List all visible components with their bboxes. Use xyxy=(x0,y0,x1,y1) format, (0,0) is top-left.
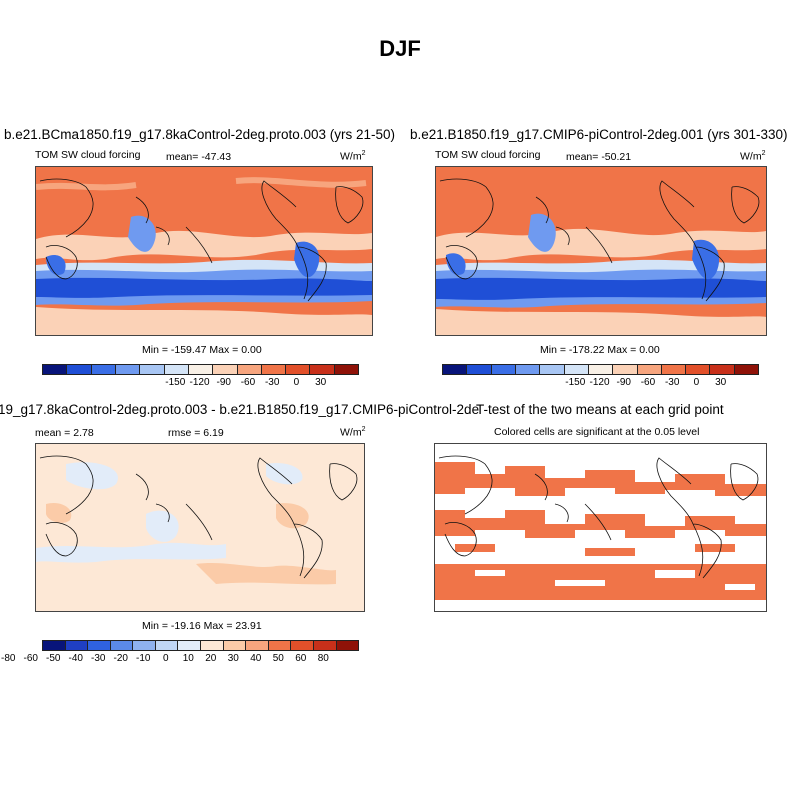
panel3-colorbar xyxy=(42,640,359,651)
colorbar-swatch xyxy=(540,365,565,374)
colorbar-tick-label: 10 xyxy=(182,653,194,664)
colorbar-swatch xyxy=(178,641,202,650)
colorbar-swatch xyxy=(110,641,134,650)
colorbar-swatch xyxy=(201,641,224,650)
colorbar-swatch xyxy=(91,365,116,374)
colorbar-swatch xyxy=(43,641,66,650)
colorbar-swatch xyxy=(237,365,262,374)
colorbar-swatch xyxy=(637,365,662,374)
colorbar-tick-label: -40 xyxy=(68,653,83,664)
colorbar-swatch xyxy=(261,365,287,374)
colorbar-swatch xyxy=(310,365,335,374)
colorbar-swatch xyxy=(515,365,541,374)
colorbar-swatch xyxy=(588,365,614,374)
panel1-colorbar-ticks: -150 -120 -90 -60 -30 0 30 xyxy=(42,377,357,389)
colorbar-tick-label: 30 xyxy=(315,377,327,388)
colorbar-tick-label: -50 xyxy=(46,653,61,664)
colorbar-tick-label: 20 xyxy=(205,653,217,664)
panel3-map xyxy=(35,443,365,612)
colorbar-tick-label: 60 xyxy=(295,653,307,664)
colorbar-tick-label: -150 xyxy=(565,377,586,388)
colorbar-tick-label: -30 xyxy=(664,377,680,388)
panel2-variable-label: TOM SW cloud forcing xyxy=(435,149,541,161)
panel2-colorbar-ticks: -150 -120 -90 -60 -30 0 30 xyxy=(442,377,757,389)
colorbar-tick-label: -30 xyxy=(264,377,280,388)
colorbar-tick-label: 0 xyxy=(162,653,169,664)
colorbar-swatch xyxy=(88,641,111,650)
colorbar-swatch xyxy=(133,641,156,650)
colorbar-tick-label: -150 xyxy=(165,377,186,388)
colorbar-tick-label: 40 xyxy=(250,653,262,664)
colorbar-swatch xyxy=(661,365,687,374)
colorbar-swatch xyxy=(140,365,165,374)
colorbar-swatch xyxy=(67,365,92,374)
page-title: DJF xyxy=(379,36,421,61)
colorbar-swatch xyxy=(313,641,337,650)
panel4-map xyxy=(434,443,767,612)
panel3-title: 19_g17.8kaControl-2deg.proto.003 - b.e21… xyxy=(0,403,480,417)
colorbar-swatch xyxy=(155,641,179,650)
colorbar-swatch xyxy=(443,365,468,374)
colorbar-tick-label: -80 xyxy=(1,653,16,664)
colorbar-swatch xyxy=(65,641,89,650)
panel3-colorbar-ticks: -80 -60 -50 -40 -30 -20 -10 0 10 20 30 40 50 60 80 xyxy=(1,653,357,665)
colorbar-swatch xyxy=(467,365,492,374)
colorbar-swatch xyxy=(286,365,311,374)
colorbar-swatch xyxy=(686,365,711,374)
panel1-variable-label: TOM SW cloud forcing xyxy=(35,149,141,161)
colorbar-tick-label: 80 xyxy=(317,653,329,664)
panel3-mean-label: mean = 2.78 xyxy=(35,427,94,439)
panel3-rmse-label: rmse = 6.19 xyxy=(168,427,224,439)
colorbar-tick-label: -60 xyxy=(23,653,38,664)
colorbar-tick-label: 0 xyxy=(693,377,700,388)
panel1-minmax: Min = -159.47 Max = 0.00 xyxy=(142,344,262,356)
panel2-minmax: Min = -178.22 Max = 0.00 xyxy=(540,344,660,356)
colorbar-tick-label: 0 xyxy=(293,377,300,388)
panel2-map xyxy=(435,166,767,336)
colorbar-swatch xyxy=(710,365,735,374)
colorbar-swatch xyxy=(564,365,589,374)
colorbar-swatch xyxy=(213,365,238,374)
colorbar-swatch xyxy=(246,641,269,650)
panel1-colorbar xyxy=(42,364,359,375)
panel1-mean-label: mean= -47.43 xyxy=(166,151,232,163)
panel3-title-clip: 19_g17.8kaControl-2deg.proto.003 - b.e21… xyxy=(0,403,480,417)
colorbar-swatch xyxy=(291,641,314,650)
colorbar-tick-label: -120 xyxy=(189,377,210,388)
colorbar-tick-label: -30 xyxy=(91,653,106,664)
panel2-units: W/m2 xyxy=(740,150,766,163)
colorbar-swatch xyxy=(268,641,292,650)
colorbar-swatch xyxy=(334,365,359,374)
colorbar-tick-label: -90 xyxy=(616,377,631,388)
colorbar-tick-label: 30 xyxy=(715,377,727,388)
panel2-colorbar xyxy=(442,364,759,375)
colorbar-swatch xyxy=(164,365,189,374)
colorbar-swatch xyxy=(734,365,759,374)
colorbar-tick-label: -10 xyxy=(136,653,151,664)
colorbar-tick-label: -20 xyxy=(113,653,128,664)
panel1-units: W/m2 xyxy=(340,150,366,163)
colorbar-swatch xyxy=(491,365,516,374)
colorbar-swatch xyxy=(336,641,359,650)
panel3-units: W/m2 xyxy=(340,426,366,439)
colorbar-swatch xyxy=(613,365,638,374)
colorbar-tick-label: -120 xyxy=(589,377,610,388)
colorbar-tick-label: 50 xyxy=(272,653,284,664)
panel1-title: b.e21.BCma1850.f19_g17.8kaControl-2deg.p… xyxy=(4,127,395,142)
panel2-title: b.e21.B1850.f19_g17.CMIP6-piControl-2deg… xyxy=(410,127,788,142)
colorbar-tick-label: 30 xyxy=(227,653,239,664)
colorbar-swatch xyxy=(188,365,214,374)
colorbar-swatch xyxy=(43,365,68,374)
panel4-title: T-test of the two means at each grid poi… xyxy=(476,402,724,417)
panel3-minmax: Min = -19.16 Max = 23.91 xyxy=(142,620,262,632)
panel4-subtitle: Colored cells are significant at the 0.0… xyxy=(494,426,700,438)
colorbar-tick-label: -60 xyxy=(240,377,256,388)
panel1-map xyxy=(35,166,373,336)
colorbar-tick-label: -90 xyxy=(216,377,231,388)
colorbar-tick-label: -60 xyxy=(640,377,656,388)
colorbar-swatch xyxy=(115,365,141,374)
colorbar-swatch xyxy=(223,641,247,650)
panel2-mean-label: mean= -50.21 xyxy=(566,151,632,163)
